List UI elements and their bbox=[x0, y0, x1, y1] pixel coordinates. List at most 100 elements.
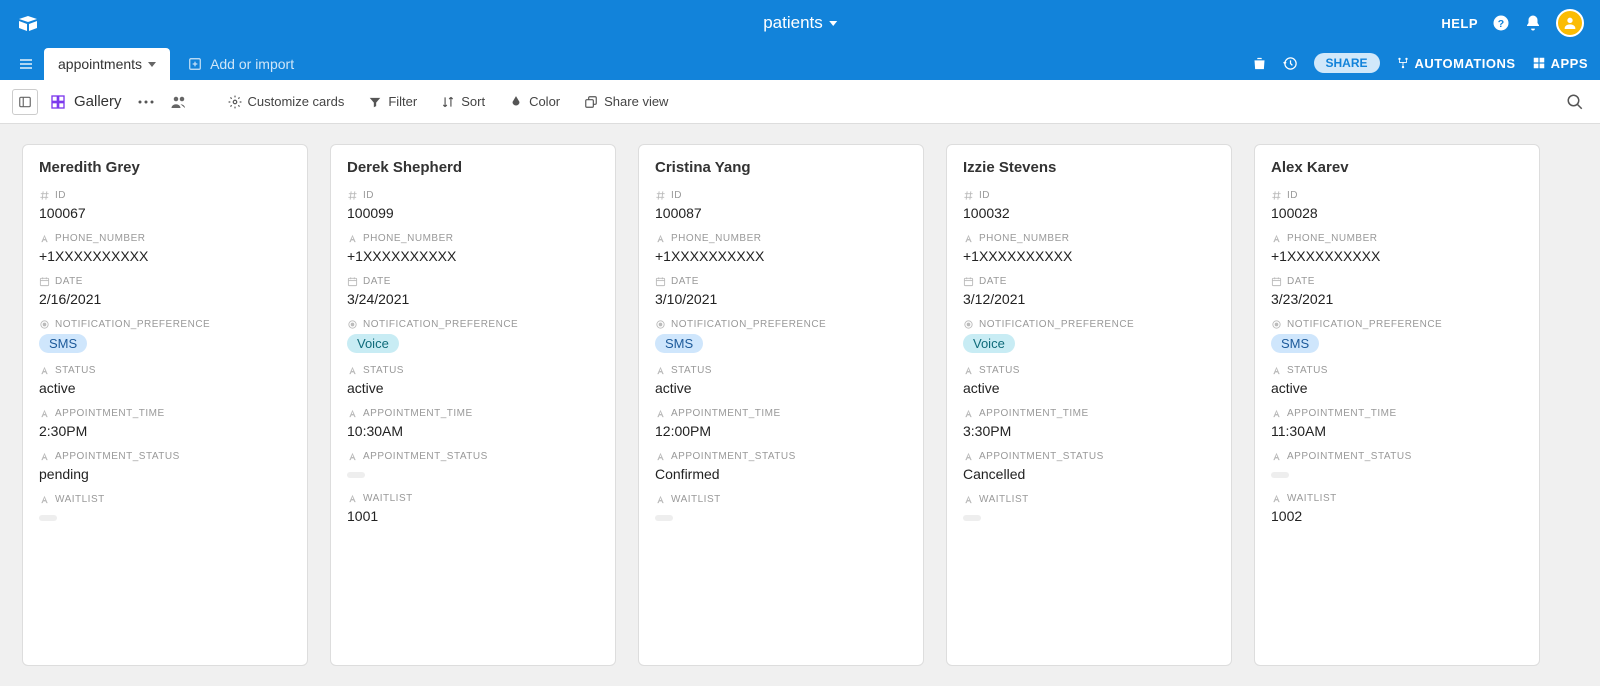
notification-tag: SMS bbox=[655, 334, 703, 353]
id-value: 100028 bbox=[1271, 205, 1523, 221]
record-card[interactable]: Meredith Grey ID 100067 PHONE_NUMBER +1X… bbox=[22, 144, 308, 666]
date-value: 3/12/2021 bbox=[963, 291, 1215, 307]
table-tab-label: appointments bbox=[58, 56, 142, 72]
automations-button[interactable]: AUTOMATIONS bbox=[1396, 56, 1516, 71]
menu-icon[interactable] bbox=[12, 56, 44, 80]
field-label: WAITLIST bbox=[979, 494, 1029, 505]
field-label: ID bbox=[363, 190, 374, 201]
color-button[interactable]: Color bbox=[501, 90, 568, 113]
apps-button[interactable]: APPS bbox=[1532, 56, 1588, 71]
text-icon bbox=[39, 408, 50, 419]
card-title: Izzie Stevens bbox=[963, 159, 1215, 176]
base-name[interactable]: patients bbox=[763, 13, 837, 33]
help-icon[interactable]: ? bbox=[1492, 14, 1510, 32]
date-value: 3/10/2021 bbox=[655, 291, 907, 307]
field-label: STATUS bbox=[979, 365, 1020, 376]
field-label: APPOINTMENT_STATUS bbox=[979, 451, 1104, 462]
status-value: active bbox=[39, 380, 291, 396]
number-icon bbox=[347, 190, 358, 201]
appointment-status-value: Confirmed bbox=[655, 466, 907, 482]
automations-label: AUTOMATIONS bbox=[1415, 56, 1516, 71]
notification-tag: Voice bbox=[963, 334, 1015, 353]
phone-value: +1XXXXXXXXXX bbox=[963, 248, 1215, 264]
field-label: APPOINTMENT_TIME bbox=[671, 408, 781, 419]
field-label: WAITLIST bbox=[363, 493, 413, 504]
field-label: APPOINTMENT_TIME bbox=[979, 408, 1089, 419]
text-icon bbox=[1271, 408, 1282, 419]
id-value: 100067 bbox=[39, 205, 291, 221]
text-icon bbox=[963, 233, 974, 244]
field-label: ID bbox=[979, 190, 990, 201]
select-icon bbox=[347, 319, 358, 330]
record-card[interactable]: Cristina Yang ID 100087 PHONE_NUMBER +1X… bbox=[638, 144, 924, 666]
view-menu-icon[interactable] bbox=[134, 100, 158, 104]
field-label: WAITLIST bbox=[671, 494, 721, 505]
add-or-import-button[interactable]: Add or import bbox=[174, 56, 308, 80]
text-icon bbox=[655, 408, 666, 419]
appointment-time-value: 2:30PM bbox=[39, 423, 291, 439]
filter-button[interactable]: Filter bbox=[360, 90, 425, 113]
select-icon bbox=[1271, 319, 1282, 330]
view-switcher[interactable]: Gallery bbox=[46, 93, 126, 110]
text-icon bbox=[347, 493, 358, 504]
help-button[interactable]: HELP bbox=[1441, 16, 1478, 31]
field-label: ID bbox=[1287, 190, 1298, 201]
field-label: WAITLIST bbox=[1287, 493, 1337, 504]
date-value: 3/24/2021 bbox=[347, 291, 599, 307]
empty-value bbox=[347, 472, 365, 478]
field-label: NOTIFICATION_PREFERENCE bbox=[979, 319, 1134, 330]
number-icon bbox=[39, 190, 50, 201]
text-icon bbox=[1271, 233, 1282, 244]
record-card[interactable]: Alex Karev ID 100028 PHONE_NUMBER +1XXXX… bbox=[1254, 144, 1540, 666]
trash-icon[interactable] bbox=[1252, 56, 1267, 71]
date-icon bbox=[655, 276, 666, 287]
field-label: APPOINTMENT_STATUS bbox=[55, 451, 180, 462]
field-label: STATUS bbox=[671, 365, 712, 376]
text-icon bbox=[39, 365, 50, 376]
field-label: NOTIFICATION_PREFERENCE bbox=[1287, 319, 1442, 330]
field-label: APPOINTMENT_STATUS bbox=[1287, 451, 1412, 462]
share-view-button[interactable]: Share view bbox=[576, 90, 676, 113]
search-icon[interactable] bbox=[1566, 93, 1588, 111]
record-card[interactable]: Derek Shepherd ID 100099 PHONE_NUMBER +1… bbox=[330, 144, 616, 666]
card-title: Derek Shepherd bbox=[347, 159, 599, 176]
customize-label: Customize cards bbox=[248, 94, 345, 109]
table-tab-appointments[interactable]: appointments bbox=[44, 48, 170, 80]
number-icon bbox=[1271, 190, 1282, 201]
phone-value: +1XXXXXXXXXX bbox=[39, 248, 291, 264]
phone-value: +1XXXXXXXXXX bbox=[347, 248, 599, 264]
text-icon bbox=[1271, 365, 1282, 376]
empty-value bbox=[655, 515, 673, 521]
select-icon bbox=[963, 319, 974, 330]
field-label: APPOINTMENT_TIME bbox=[55, 408, 165, 419]
record-card[interactable]: Izzie Stevens ID 100032 PHONE_NUMBER +1X… bbox=[946, 144, 1232, 666]
field-label: NOTIFICATION_PREFERENCE bbox=[671, 319, 826, 330]
field-label: NOTIFICATION_PREFERENCE bbox=[55, 319, 210, 330]
field-label: APPOINTMENT_TIME bbox=[1287, 408, 1397, 419]
status-value: active bbox=[1271, 380, 1523, 396]
user-avatar[interactable] bbox=[1556, 9, 1584, 37]
plus-icon bbox=[188, 57, 202, 71]
field-label: STATUS bbox=[363, 365, 404, 376]
customize-cards-button[interactable]: Customize cards bbox=[220, 90, 353, 113]
field-label: NOTIFICATION_PREFERENCE bbox=[363, 319, 518, 330]
empty-value bbox=[963, 515, 981, 521]
date-icon bbox=[347, 276, 358, 287]
sort-button[interactable]: Sort bbox=[433, 90, 493, 113]
select-icon bbox=[39, 319, 50, 330]
field-label: DATE bbox=[1287, 276, 1315, 287]
text-icon bbox=[39, 494, 50, 505]
field-label: PHONE_NUMBER bbox=[979, 233, 1069, 244]
text-icon bbox=[1271, 493, 1282, 504]
date-icon bbox=[39, 276, 50, 287]
number-icon bbox=[963, 190, 974, 201]
share-button[interactable]: SHARE bbox=[1314, 53, 1380, 73]
sidebar-toggle[interactable] bbox=[12, 89, 38, 115]
empty-value bbox=[39, 515, 57, 521]
history-icon[interactable] bbox=[1283, 56, 1298, 71]
filter-label: Filter bbox=[388, 94, 417, 109]
id-value: 100087 bbox=[655, 205, 907, 221]
notifications-icon[interactable] bbox=[1524, 14, 1542, 32]
people-icon[interactable] bbox=[166, 93, 192, 111]
view-name-label: Gallery bbox=[74, 93, 122, 110]
